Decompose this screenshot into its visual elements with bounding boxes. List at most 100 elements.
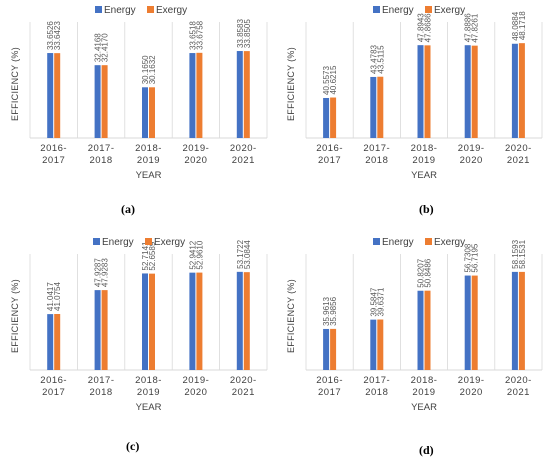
data-label: 47.8943: [417, 13, 426, 42]
chart-panel-b: EFFICIENCY (%) 40.5573 40.6215 2016- 2017 43.…: [278, 0, 546, 216]
bar-exergy: [330, 97, 337, 138]
panel-label-a: (a): [121, 202, 135, 216]
bar-energy: [464, 45, 471, 138]
bar-exergy: [101, 65, 108, 138]
data-label: 52.6589: [148, 241, 157, 270]
x-tick-label: 2016-: [316, 143, 343, 154]
bar-energy: [417, 45, 424, 138]
bar-exergy: [518, 271, 525, 370]
data-label: 33.6518: [188, 21, 197, 50]
data-label: 32.4168: [94, 33, 103, 62]
y-axis-label: EFFICIENCY (%): [10, 47, 20, 121]
data-label: 39.5847: [369, 287, 378, 316]
data-label: 30.1650: [141, 55, 150, 84]
bar-exergy: [471, 275, 478, 370]
x-tick-label: 2021: [232, 155, 255, 166]
data-label: 40.6215: [329, 65, 338, 94]
x-tick-label: 2017: [42, 387, 65, 398]
x-tick-label: 2017-: [88, 143, 115, 154]
x-tick-label: 2020-: [230, 143, 257, 154]
bar-energy: [47, 53, 54, 139]
data-label: 58.1531: [518, 239, 527, 268]
x-tick-label: 2021: [232, 387, 255, 398]
x-tick-label: 2019-: [182, 375, 209, 386]
legend-label-exergy: Exergy: [156, 5, 187, 16]
bar-energy: [142, 273, 148, 370]
bar-exergy: [424, 45, 431, 138]
legend-label-exergy: Exergy: [434, 237, 465, 248]
x-tick-label: 2020: [184, 387, 207, 398]
legend-swatch-exergy: [425, 6, 432, 13]
bar-exergy: [149, 273, 155, 370]
x-axis-label: YEAR: [411, 170, 437, 181]
y-axis-label: EFFICIENCY (%): [10, 279, 20, 353]
x-tick-label: 2018-: [135, 375, 162, 386]
x-tick-label: 2016-: [40, 375, 67, 386]
data-label: 58.1593: [511, 239, 520, 268]
y-axis-label: EFFICIENCY (%): [286, 47, 296, 121]
x-tick-label: 2019: [137, 387, 160, 398]
x-tick-label: 2021: [507, 387, 530, 398]
bar-energy: [189, 272, 196, 370]
data-label: 53.0844: [243, 240, 252, 269]
bar-energy: [323, 97, 330, 138]
bar-energy: [94, 290, 101, 370]
x-tick-label: 2020-: [230, 375, 257, 386]
data-label: 41.0754: [53, 282, 62, 311]
data-label: 47.9287: [94, 258, 103, 287]
data-label: 35.9613: [322, 296, 331, 325]
data-label: 52.9412: [188, 240, 197, 269]
bar-exergy: [54, 53, 61, 138]
data-label: 48.1718: [518, 11, 527, 40]
x-tick-label: 2018: [365, 155, 388, 166]
chart-panel-c: EFFICIENCY (%) 41.0417 41.0754 2016- 2017 47.…: [5, 232, 270, 453]
bar-energy: [464, 275, 471, 370]
data-label: 56.7308: [464, 243, 473, 272]
x-tick-label: 2019-: [458, 375, 485, 386]
x-tick-label: 2021: [507, 155, 530, 166]
data-label: 43.5115: [376, 45, 385, 74]
data-label: 47.8886: [464, 13, 473, 42]
x-tick-label: 2020-: [505, 143, 532, 154]
bar-exergy: [196, 272, 203, 370]
legend-label-energy: Energy: [382, 5, 414, 16]
data-label: 35.9856: [329, 296, 338, 325]
data-label: 43.4783: [369, 44, 378, 73]
bar-energy: [94, 65, 101, 138]
bar-energy: [511, 43, 518, 138]
bar-energy: [323, 328, 330, 370]
data-label: 50.8486: [424, 258, 433, 287]
x-tick-label: 2020: [184, 155, 207, 166]
chart-panel-d: EFFICIENCY (%) 35.9613 35.9856 2016- 2017 39.…: [278, 232, 546, 457]
data-label: 48.0884: [511, 11, 520, 40]
bar-energy: [236, 271, 243, 370]
legend-label-exergy: Exergy: [434, 5, 465, 16]
data-label: 33.6526: [46, 21, 55, 50]
data-label: 53.1722: [236, 239, 245, 268]
x-tick-label: 2017: [42, 155, 65, 166]
data-label: 41.0417: [46, 282, 55, 311]
legend-swatch-exergy: [145, 238, 152, 245]
data-label: 40.5573: [322, 66, 331, 95]
bar-energy: [236, 51, 243, 138]
x-tick-label: 2017-: [88, 375, 115, 386]
data-label: 30.1632: [148, 55, 157, 84]
x-tick-label: 2020-: [505, 375, 532, 386]
data-label: 32.4170: [101, 33, 110, 62]
bar-exergy: [243, 272, 250, 370]
x-tick-label: 2018-: [411, 143, 438, 154]
data-label: 50.8207: [417, 258, 426, 287]
data-label: 52.9610: [195, 240, 204, 269]
bar-exergy: [518, 43, 525, 138]
x-tick-label: 2019-: [182, 143, 209, 154]
x-tick-label: 2018: [90, 387, 113, 398]
legend-label-exergy: Exergy: [154, 237, 185, 248]
data-label: 33.8583: [236, 19, 245, 48]
panel-label-d: (d): [419, 443, 434, 457]
legend-swatch-exergy: [425, 238, 432, 245]
legend-swatch-energy: [373, 238, 380, 245]
